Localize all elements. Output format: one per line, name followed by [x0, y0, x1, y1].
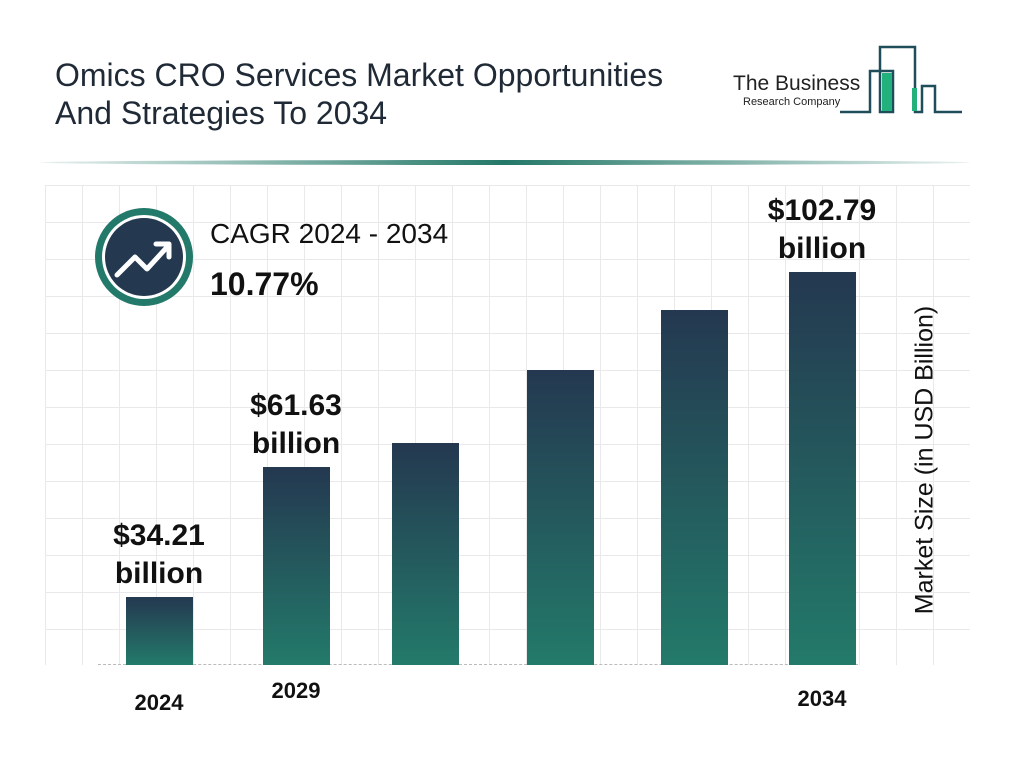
data-label: $34.21 billion — [79, 517, 239, 593]
bar-2024 — [126, 597, 193, 665]
trend-up-arrow-icon — [95, 208, 193, 306]
logo-buildings-icon — [840, 45, 962, 114]
bar-bar5 — [661, 309, 728, 665]
x-tick-label: 2034 — [797, 686, 847, 711]
data-label: $102.79 billion — [742, 192, 902, 268]
data-label-line: $61.63 — [250, 389, 342, 423]
bar-bar4 — [527, 370, 594, 665]
x-axis-baseline — [98, 664, 858, 665]
x-tick-label: 2029 — [271, 678, 321, 703]
company-logo: The Business Research Company — [730, 42, 965, 117]
bar-bar3 — [392, 443, 459, 665]
data-label-line: $102.79 — [767, 194, 877, 228]
cagr-label: CAGR 2024 - 2034 — [210, 218, 449, 249]
logo-text-line1: The Business — [733, 72, 861, 95]
bar-2034 — [789, 272, 856, 665]
logo-text-line2: Research Company — [743, 96, 841, 108]
title-divider — [40, 160, 970, 165]
chart-title: Omics CRO Services Market Opportunities … — [55, 57, 664, 131]
bar-2029 — [263, 467, 330, 665]
cagr-value: 10.77% — [210, 266, 319, 302]
data-label: $61.63 billion — [216, 387, 376, 463]
data-label-line: billion — [777, 232, 867, 266]
x-tick-label: 2024 — [134, 690, 184, 715]
data-label-line: billion — [114, 557, 204, 591]
data-label-line: billion — [251, 427, 341, 461]
y-axis-label: Market Size (in USD Billion) — [910, 305, 939, 615]
data-label-line: $34.21 — [113, 519, 205, 553]
